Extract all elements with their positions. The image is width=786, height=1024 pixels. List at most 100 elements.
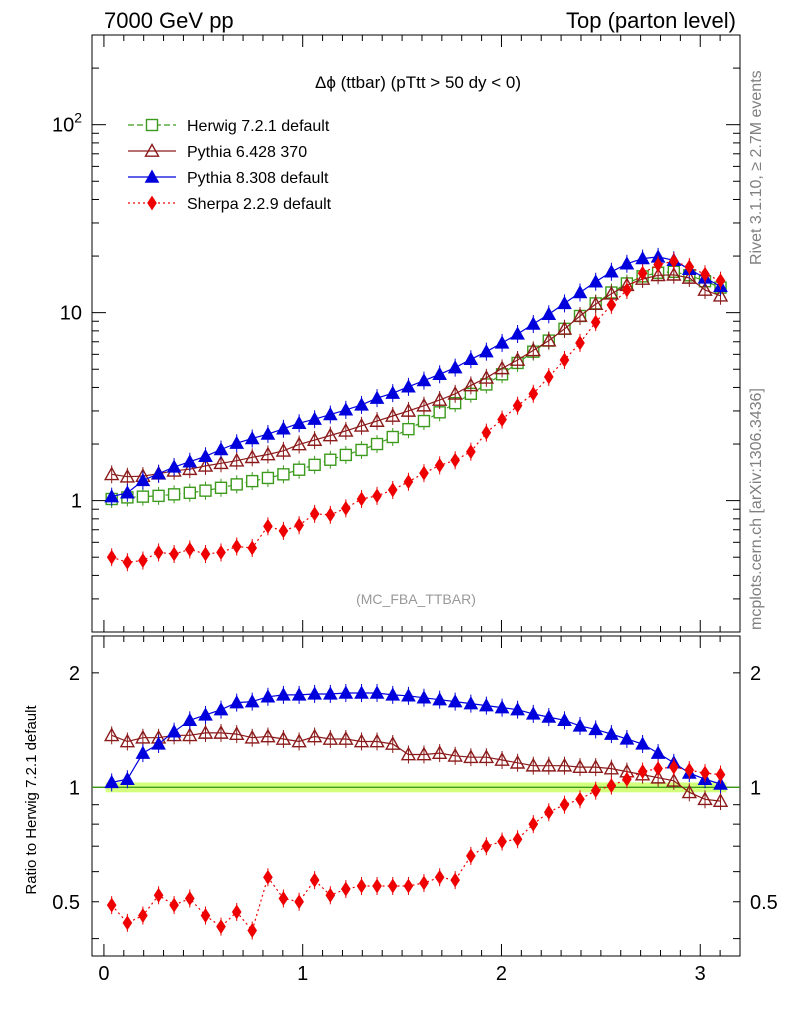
data-point xyxy=(419,875,429,891)
data-point xyxy=(197,457,214,472)
data-point xyxy=(260,728,276,743)
data-point xyxy=(557,712,572,727)
data-point xyxy=(369,685,385,699)
data-point xyxy=(338,422,354,437)
data-point xyxy=(463,696,479,710)
data-point xyxy=(277,468,290,481)
data-point xyxy=(385,687,401,701)
data-point xyxy=(622,771,632,787)
data-point xyxy=(369,733,385,748)
data-point xyxy=(356,878,367,894)
data-point xyxy=(153,887,164,903)
y-tick-label: 10 xyxy=(60,303,82,325)
data-point xyxy=(668,759,679,775)
data-point xyxy=(604,726,619,740)
data-point xyxy=(509,352,526,366)
data-point xyxy=(292,463,306,476)
data-point xyxy=(213,441,229,456)
data-point xyxy=(450,452,460,468)
data-point xyxy=(322,686,338,700)
data-point xyxy=(463,377,479,392)
data-point xyxy=(307,411,322,425)
data-point xyxy=(322,407,338,421)
data-point xyxy=(151,466,166,480)
series-pythia-8-308-default xyxy=(104,247,728,506)
data-point xyxy=(152,489,165,503)
data-point xyxy=(434,457,445,473)
data-point xyxy=(294,517,304,533)
data-point xyxy=(275,442,292,457)
data-point xyxy=(559,797,570,813)
data-point xyxy=(341,500,351,516)
data-point xyxy=(650,267,666,282)
data-point xyxy=(166,724,182,738)
data-point xyxy=(431,392,448,406)
data-point xyxy=(403,878,414,894)
data-point xyxy=(466,848,476,864)
data-point xyxy=(119,733,136,748)
data-point xyxy=(198,448,213,463)
x-tick-label: 2 xyxy=(496,963,507,985)
data-point xyxy=(463,749,479,764)
data-point xyxy=(606,778,617,794)
ratio-y-tick-label: 1 xyxy=(69,777,80,799)
data-point xyxy=(556,320,573,335)
plot-title: Δϕ (ttbar) (pTtt > 50 dy < 0) xyxy=(315,73,521,92)
data-point xyxy=(416,746,432,761)
data-point xyxy=(447,385,463,400)
data-point xyxy=(229,452,245,467)
data-point xyxy=(385,408,401,422)
data-point xyxy=(478,369,495,384)
data-point xyxy=(463,351,479,365)
data-point xyxy=(325,887,336,903)
data-point xyxy=(712,793,729,807)
data-point xyxy=(309,872,320,888)
data-point xyxy=(401,688,416,702)
data-point xyxy=(606,297,617,313)
data-point xyxy=(387,878,398,894)
data-point xyxy=(450,872,460,888)
data-point xyxy=(494,335,510,349)
data-point xyxy=(138,908,148,923)
data-point xyxy=(400,402,417,417)
data-point xyxy=(479,344,494,358)
data-point xyxy=(153,545,164,560)
data-point xyxy=(144,169,160,183)
data-point xyxy=(104,774,120,789)
data-point xyxy=(556,757,573,772)
data-point xyxy=(650,769,666,784)
data-point xyxy=(525,342,541,357)
ratio-y-tick-label-right: 0.5 xyxy=(750,892,778,914)
data-point xyxy=(260,446,276,461)
data-point xyxy=(372,488,382,504)
data-point xyxy=(104,489,120,503)
data-point xyxy=(575,791,585,807)
data-point xyxy=(291,436,307,451)
data-point xyxy=(353,417,370,432)
data-point xyxy=(432,692,448,706)
series-line xyxy=(111,766,721,932)
data-point xyxy=(213,724,229,739)
data-point xyxy=(447,694,463,708)
data-point xyxy=(416,397,432,412)
data-point xyxy=(136,490,150,503)
data-point xyxy=(637,265,648,281)
data-point xyxy=(528,386,539,402)
data-point xyxy=(543,369,554,385)
series-pythia-8-308-default xyxy=(104,684,728,794)
data-point xyxy=(525,706,541,720)
data-point xyxy=(306,432,323,446)
data-point xyxy=(697,791,713,806)
series-pythia-6-428-370 xyxy=(103,723,729,811)
data-point xyxy=(369,413,385,427)
data-point xyxy=(263,869,273,885)
data-point xyxy=(247,540,258,556)
data-point xyxy=(291,415,307,429)
data-point xyxy=(634,271,651,285)
data-point xyxy=(246,474,259,488)
data-point xyxy=(182,454,198,468)
data-point xyxy=(354,685,369,699)
data-point xyxy=(684,259,695,275)
data-point xyxy=(167,488,181,501)
data-point xyxy=(416,373,432,387)
